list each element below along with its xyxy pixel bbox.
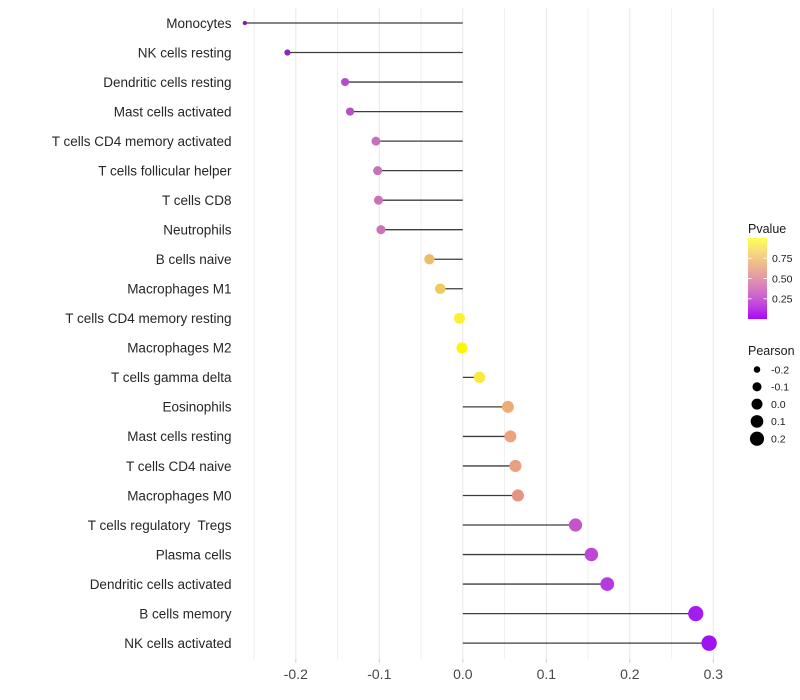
x-tick-label: 0.1 bbox=[537, 666, 557, 682]
category-label: Plasma cells bbox=[156, 547, 232, 562]
category-label: Mast cells resting bbox=[127, 429, 231, 444]
x-tick-label: 0.3 bbox=[704, 666, 724, 682]
lollipop-point bbox=[511, 489, 524, 502]
lollipop-point bbox=[701, 635, 717, 651]
category-label: Eosinophils bbox=[162, 400, 231, 415]
pearson-legend-label: -0.2 bbox=[771, 364, 789, 376]
lollipop-point bbox=[341, 77, 350, 87]
lollipop-point bbox=[424, 254, 435, 265]
category-label: Mast cells activated bbox=[114, 104, 232, 119]
lollipop-point bbox=[371, 136, 381, 146]
category-label: Monocytes bbox=[166, 16, 232, 31]
pvalue-colorbar bbox=[748, 238, 767, 319]
category-label: T cells CD4 naive bbox=[126, 459, 232, 474]
lollipop-point bbox=[504, 430, 517, 443]
pvalue-tick-label: 0.50 bbox=[772, 273, 793, 285]
lollipop-point bbox=[456, 342, 468, 354]
category-label: T cells CD8 bbox=[162, 193, 232, 208]
category-label: Macrophages M0 bbox=[127, 488, 231, 503]
lollipop-point bbox=[501, 400, 514, 413]
pearson-legend-label: 0.0 bbox=[771, 399, 786, 411]
category-label: NK cells resting bbox=[138, 45, 232, 60]
lollipop-point bbox=[373, 195, 383, 205]
x-tick-label: -0.2 bbox=[284, 666, 308, 682]
category-label: NK cells activated bbox=[124, 636, 231, 651]
lollipop-point bbox=[376, 225, 386, 235]
lollipop-point bbox=[284, 49, 291, 56]
category-label: Dendritic cells resting bbox=[103, 75, 231, 90]
category-label: B cells naive bbox=[156, 252, 232, 267]
pearson-legend-dot bbox=[750, 415, 764, 428]
category-label: T cells follicular helper bbox=[98, 163, 232, 178]
pearson-legend-label: 0.1 bbox=[771, 416, 786, 428]
category-label: Neutrophils bbox=[163, 223, 232, 238]
pearson-legend-dot bbox=[752, 382, 762, 392]
lollipop-point bbox=[473, 371, 486, 384]
pearson-legend-label: 0.2 bbox=[771, 434, 786, 446]
category-label: Dendritic cells activated bbox=[90, 577, 232, 592]
category-label: B cells memory bbox=[139, 606, 232, 621]
pearson-legend-label: -0.1 bbox=[771, 382, 789, 394]
category-label: Macrophages M1 bbox=[127, 282, 231, 297]
pvalue-tick-label: 0.75 bbox=[772, 253, 793, 265]
x-tick-label: 0.0 bbox=[453, 666, 473, 682]
lollipop-point bbox=[453, 312, 465, 324]
pearson-legend-dot bbox=[753, 366, 761, 373]
lollipop-point bbox=[584, 547, 599, 562]
pvalue-legend-title: Pvalue bbox=[748, 222, 786, 236]
lollipop-point bbox=[688, 606, 704, 622]
lollipop-point bbox=[242, 20, 248, 26]
category-label: Macrophages M2 bbox=[127, 341, 231, 356]
x-tick-label: -0.1 bbox=[367, 666, 391, 682]
category-label: T cells CD4 memory resting bbox=[65, 311, 231, 326]
lollipop-point bbox=[345, 107, 355, 116]
category-label: T cells gamma delta bbox=[111, 370, 232, 385]
category-label: T cells CD4 memory activated bbox=[52, 134, 232, 149]
lollipop-point bbox=[434, 283, 446, 295]
pearson-legend-title: Pearson bbox=[748, 344, 795, 358]
lollipop-point bbox=[600, 577, 615, 591]
pearson-legend-dot bbox=[749, 431, 765, 446]
category-label: T cells regulatory Tregs bbox=[88, 518, 232, 533]
pearson-legend-dot bbox=[751, 398, 763, 410]
lollipop-point bbox=[568, 518, 583, 532]
pvalue-tick-label: 0.25 bbox=[772, 294, 793, 306]
x-tick-label: 0.2 bbox=[620, 666, 640, 682]
lollipop-point bbox=[509, 459, 522, 472]
lollipop-point bbox=[373, 166, 383, 176]
